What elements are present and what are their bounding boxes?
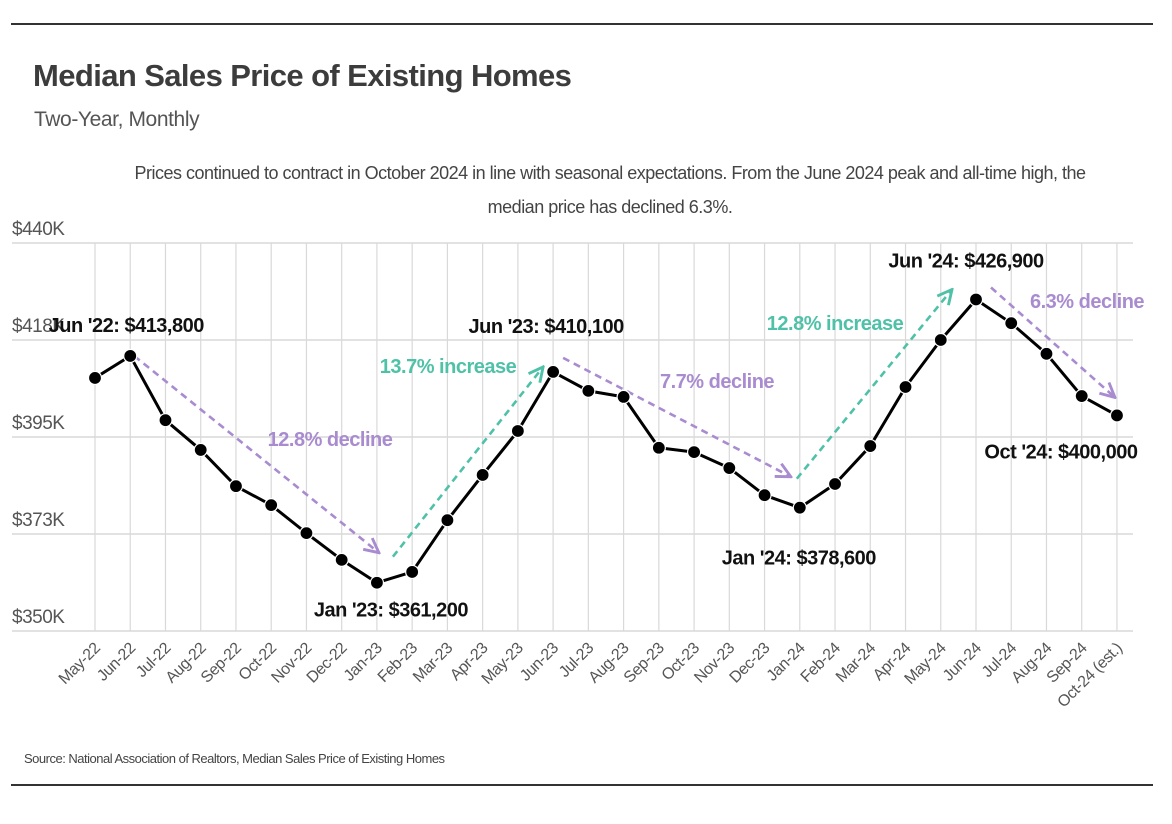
y-tick-label: $418K: [12, 316, 65, 337]
data-point: [405, 564, 420, 580]
data-point: [1039, 346, 1054, 361]
trend-arrows: 12.8% decline 13.7% increase 7.7% decline 1…: [133, 286, 1145, 558]
x-tick-label: Jun-24: [940, 639, 985, 684]
point-value-label: Jun '24: $426,900: [888, 250, 1044, 272]
decline-arrow: [133, 354, 379, 553]
data-point: [686, 444, 702, 460]
data-point: [722, 460, 737, 476]
data-point: [757, 488, 772, 503]
increase-annotation-label: 13.7% increase: [380, 356, 517, 378]
bottom-rule: [11, 784, 1153, 786]
increase-arrow: [795, 289, 952, 480]
y-axis: $350K $373K $395K $418K $440K: [12, 219, 66, 628]
grid: [12, 242, 1133, 632]
top-rule: [11, 23, 1153, 25]
x-tick-label: Sep-23: [621, 639, 668, 686]
decline-arrow: [990, 286, 1115, 397]
decline-annotation-label: 6.3% decline: [1030, 291, 1144, 313]
data-point: [933, 332, 948, 348]
data-point: [475, 467, 490, 483]
source-note: Source: National Association of Realtors…: [24, 751, 445, 766]
data-point: [193, 442, 208, 458]
decline-arrow: [562, 356, 791, 477]
decline-annotation-label: 12.8% decline: [268, 429, 393, 451]
data-point: [581, 383, 596, 398]
increase-arrow: [391, 367, 543, 558]
point-value-label: Jan '24: $378,600: [722, 548, 877, 570]
data-point: [87, 370, 103, 386]
series-line: [94, 297, 1118, 585]
point-labels: Jun '22: $413,800 Jan '23: $361,200 Jun '2…: [49, 250, 1139, 622]
data-point: [863, 438, 878, 454]
x-tick-label: Mar-24: [833, 639, 880, 686]
y-tick-label: $395K: [12, 413, 65, 434]
chart-note: Prices continued to contract in October …: [134, 163, 1086, 217]
data-point: [1004, 316, 1019, 331]
x-tick-label: May-22: [56, 639, 104, 687]
decline-annotation-label: 7.7% decline: [660, 371, 774, 393]
data-point: [158, 413, 173, 428]
increase-annotation-label: 12.8% increase: [767, 313, 904, 335]
data-point: [616, 389, 631, 405]
point-value-label: Oct '24: $400,000: [984, 441, 1137, 463]
x-tick-label: Jun-23: [517, 639, 562, 684]
data-point: [546, 364, 561, 380]
data-point: [228, 479, 244, 494]
point-value-label: Jan '23: $361,200: [314, 600, 469, 622]
y-tick-label: $373K: [12, 510, 65, 531]
x-axis: May-22Jun-22Jul-22Aug-22Sep-22Oct-22Nov-…: [56, 639, 1126, 711]
point-value-label: Jun '22: $413,800: [49, 315, 205, 337]
chart-subtitle: Two-Year, Monthly: [34, 108, 200, 131]
x-tick-label: Dec-22: [304, 639, 351, 686]
x-tick-label: Sep-22: [198, 639, 245, 686]
data-point: [123, 348, 138, 364]
y-tick-label: $440K: [12, 219, 65, 240]
data-point: [792, 500, 807, 515]
data-point: [651, 440, 666, 455]
data-point: [1109, 408, 1125, 423]
point-value-label: Jun '23: $410,100: [468, 316, 624, 338]
data-point: [827, 476, 843, 492]
data-point: [440, 513, 455, 528]
data-point: [1074, 388, 1089, 404]
data-point: [968, 292, 984, 307]
data-point: [299, 526, 314, 541]
data-point: [510, 423, 525, 439]
chart-title: Median Sales Price of Existing Homes: [33, 58, 572, 93]
data-point: [898, 379, 913, 395]
data-point: [334, 552, 349, 567]
x-tick-label: Dec-23: [727, 639, 774, 686]
x-tick-label: Jun-22: [94, 639, 139, 684]
x-tick-label: Mar-23: [410, 639, 457, 686]
y-tick-label: $350K: [12, 607, 65, 628]
price-series: [87, 292, 1125, 590]
data-point: [369, 575, 385, 590]
data-point: [264, 498, 279, 513]
